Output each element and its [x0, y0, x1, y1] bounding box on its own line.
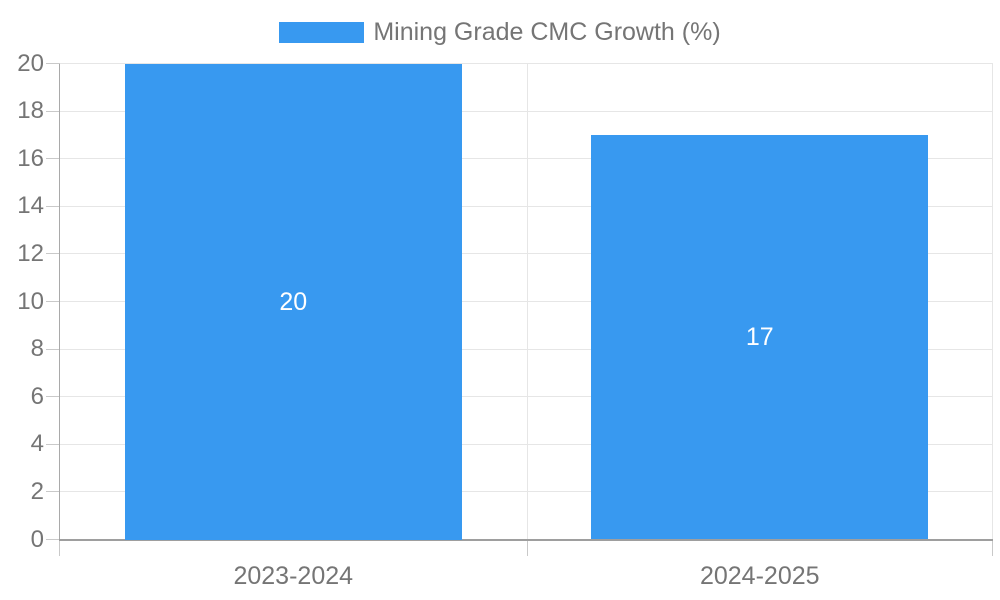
x-tick-mark: [526, 540, 528, 556]
y-axis-label: 4: [30, 430, 44, 458]
bar-2023-2024[interactable]: 20: [124, 63, 462, 540]
bar-2024-2025[interactable]: 17: [591, 134, 929, 540]
x-axis-label: 2023-2024: [233, 562, 354, 590]
y-axis-label: 2: [30, 477, 44, 505]
y-axis-label: 20: [17, 49, 44, 77]
y-tick-mark: [46, 110, 60, 112]
y-axis-label: 14: [17, 192, 44, 220]
y-axis-label: 16: [17, 144, 44, 172]
legend[interactable]: Mining Grade CMC Growth (%): [0, 20, 1000, 45]
x-tick-mark: [992, 540, 993, 556]
y-axis-label: 12: [17, 239, 44, 267]
vertical-gridline: [526, 63, 528, 540]
x-axis-line: [58, 538, 993, 541]
y-tick-mark: [46, 491, 60, 493]
y-tick-mark: [46, 396, 60, 398]
y-axis-label: 18: [17, 97, 44, 125]
y-axis-label: 10: [17, 287, 44, 315]
x-axis-label: 2024-2025: [699, 562, 820, 590]
bar-value-label: 20: [279, 287, 308, 316]
y-tick-mark: [46, 63, 60, 64]
x-tick-mark: [59, 540, 60, 556]
chart-right-border: [992, 63, 993, 540]
y-tick-mark: [46, 301, 60, 302]
y-axis-line: [58, 63, 60, 541]
y-tick-mark: [46, 205, 60, 207]
y-tick-mark: [46, 158, 60, 160]
legend-label: Mining Grade CMC Growth (%): [373, 18, 721, 46]
legend-swatch: [279, 22, 365, 43]
y-tick-mark: [46, 253, 60, 255]
y-tick-mark: [46, 348, 60, 350]
bar-value-label: 17: [745, 323, 774, 352]
y-axis-label: 8: [30, 335, 44, 363]
y-tick-mark: [46, 539, 60, 540]
y-tick-mark: [46, 443, 60, 445]
y-axis-label: 6: [30, 382, 44, 410]
y-axis-label: 0: [30, 525, 44, 553]
